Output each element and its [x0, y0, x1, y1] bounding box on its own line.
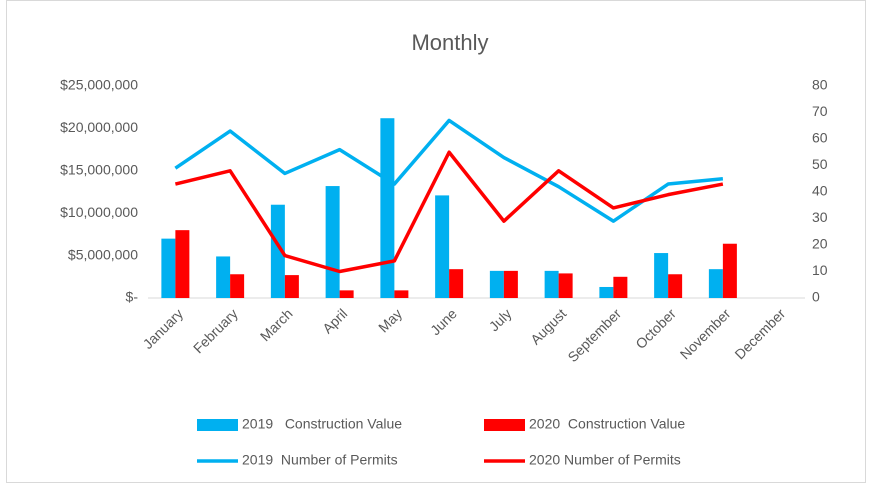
legend-swatch: [484, 419, 525, 431]
y-tick-label: $10,000,000: [60, 204, 138, 220]
y-tick-label: $20,000,000: [60, 119, 138, 135]
bar: [544, 270, 559, 298]
bar: [230, 274, 245, 298]
y-tick-label: $25,000,000: [60, 77, 138, 93]
legend-label: 2020 Construction Value: [529, 416, 685, 432]
y2-tick-label: 50: [812, 156, 828, 172]
legend-swatch: [197, 419, 238, 431]
y2-tick-label: 20: [812, 236, 828, 252]
y2-tick-label: 60: [812, 130, 828, 146]
legend-label: 2020 Number of Permits: [529, 452, 681, 468]
bar: [489, 270, 504, 298]
bar: [654, 253, 669, 298]
y-tick-label: $15,000,000: [60, 162, 138, 178]
y2-tick-label: 80: [812, 77, 828, 93]
bar: [175, 230, 190, 298]
chart-title: Monthly: [411, 30, 488, 55]
y2-tick-label: 40: [812, 183, 828, 199]
y2-tick-label: 70: [812, 103, 828, 119]
bar: [722, 243, 737, 298]
bar: [668, 274, 683, 298]
bar: [284, 275, 299, 298]
bar: [435, 195, 450, 298]
line: [174, 150, 724, 274]
bar: [599, 286, 614, 298]
line: [174, 118, 724, 223]
bar: [325, 186, 340, 298]
y2-tick-label: 30: [812, 209, 828, 225]
bar: [708, 269, 723, 298]
legend-label: 2019 Construction Value: [242, 416, 402, 432]
y2-tick-label: 0: [812, 289, 820, 305]
bar: [270, 204, 285, 298]
legend-label: 2019 Number of Permits: [242, 452, 398, 468]
bar: [339, 290, 354, 298]
bar: [503, 270, 518, 298]
bar: [161, 238, 176, 298]
bar: [216, 256, 231, 298]
bar: [558, 273, 573, 298]
bar: [613, 276, 628, 298]
bar: [449, 269, 464, 298]
y-tick-label: $-: [126, 289, 139, 305]
y2-tick-label: 10: [812, 262, 828, 278]
y-tick-label: $5,000,000: [68, 246, 138, 262]
bar: [394, 290, 409, 298]
bar: [380, 118, 395, 298]
